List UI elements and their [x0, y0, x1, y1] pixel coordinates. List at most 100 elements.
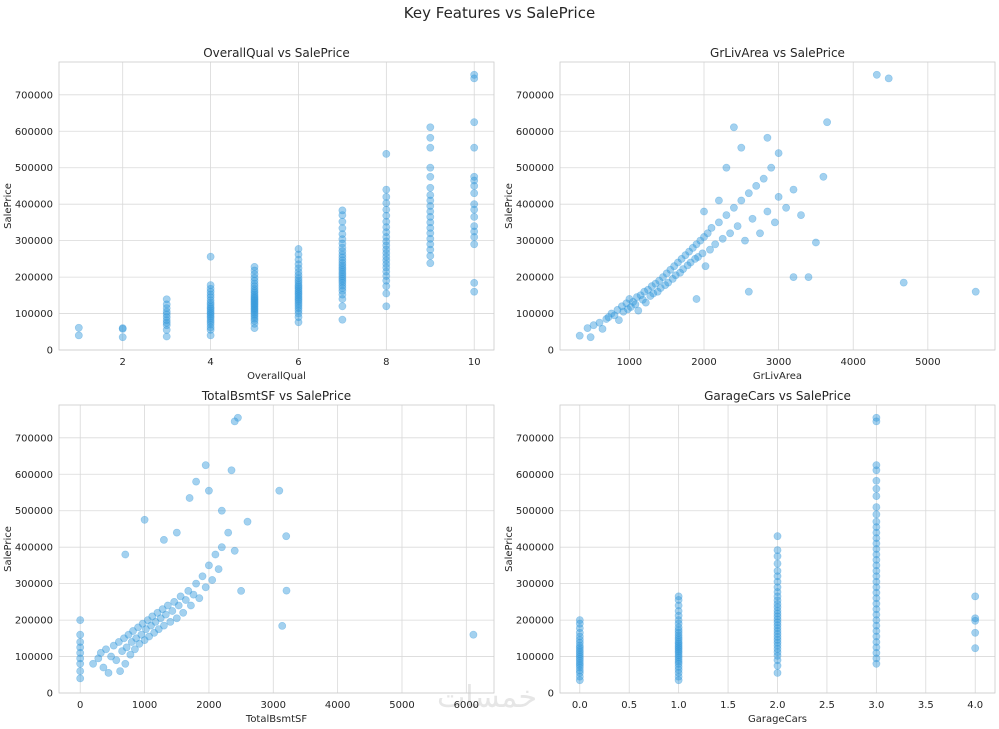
data-point — [206, 296, 215, 304]
data-point — [250, 290, 259, 299]
data-point — [250, 296, 259, 305]
data-point — [224, 528, 233, 537]
data-point — [872, 588, 881, 597]
data-point — [382, 245, 391, 254]
data-point — [773, 600, 782, 608]
data-point — [872, 659, 881, 668]
data-point — [192, 477, 200, 486]
data-point — [294, 309, 303, 318]
plot-frame — [58, 404, 495, 694]
data-point — [89, 659, 97, 668]
subplot-3: 0 100000 200000 300000 400000 500000 600000 700… — [3, 389, 495, 725]
data-point — [127, 638, 136, 646]
data-point — [664, 278, 673, 287]
scatter-points — [575, 413, 980, 685]
y-tick-label: 100000 — [15, 652, 53, 663]
data-point — [575, 628, 584, 637]
data-point — [206, 312, 215, 320]
data-point — [872, 534, 881, 542]
data-point — [773, 630, 782, 638]
data-point — [250, 302, 259, 311]
data-point — [773, 606, 782, 615]
data-point — [656, 284, 665, 292]
data-point — [145, 632, 153, 641]
data-point — [250, 301, 259, 310]
data-point — [701, 262, 710, 271]
data-point — [338, 247, 347, 256]
y-tick-label: 400000 — [15, 200, 53, 211]
data-point — [773, 638, 782, 647]
y-tick-label: 100000 — [516, 309, 554, 320]
data-point — [250, 316, 259, 325]
data-point — [118, 324, 127, 333]
data-point — [250, 293, 259, 302]
data-point — [382, 276, 391, 285]
data-point — [99, 663, 108, 672]
data-point — [615, 316, 623, 324]
data-point — [74, 331, 83, 340]
data-point — [294, 318, 303, 327]
data-point — [692, 295, 701, 303]
data-point — [971, 614, 980, 623]
data-point — [118, 324, 127, 332]
data-point — [382, 205, 391, 214]
data-point — [382, 256, 391, 265]
data-point — [872, 616, 881, 624]
data-point — [382, 199, 391, 207]
data-point — [230, 417, 239, 426]
data-point — [676, 268, 684, 277]
data-point — [649, 289, 658, 298]
data-point — [872, 476, 881, 485]
data-point — [162, 310, 171, 319]
data-point — [872, 649, 881, 657]
data-point — [773, 641, 782, 650]
data-point — [426, 133, 435, 142]
data-point — [674, 619, 683, 628]
x-tick-label: 3000 — [766, 357, 791, 368]
data-point — [470, 181, 479, 190]
data-point — [730, 203, 738, 212]
data-point — [185, 494, 194, 502]
data-point — [294, 276, 303, 285]
data-point — [382, 149, 391, 158]
x-tick-label: 10 — [468, 357, 481, 368]
data-point — [872, 567, 881, 575]
data-point — [120, 634, 128, 643]
x-tick-label: 2 — [120, 357, 126, 368]
data-point — [163, 601, 172, 610]
data-point — [470, 278, 479, 287]
data-point — [170, 598, 179, 606]
data-point — [172, 614, 181, 623]
data-point — [598, 324, 607, 333]
data-point — [382, 260, 391, 268]
data-point — [692, 240, 701, 249]
data-point — [76, 674, 85, 683]
data-point — [168, 607, 177, 615]
data-point — [294, 271, 303, 280]
data-point — [640, 287, 649, 296]
data-point — [74, 323, 83, 332]
y-tick-label: 600000 — [516, 470, 554, 481]
x-tick-label: 0.0 — [572, 700, 588, 711]
data-point — [107, 652, 115, 661]
y-tick-label: 0 — [47, 689, 53, 700]
data-point — [211, 550, 220, 559]
x-tick-label: 5000 — [915, 357, 940, 368]
data-point — [575, 624, 584, 632]
data-point — [691, 254, 699, 263]
data-point — [670, 262, 679, 271]
data-point — [338, 243, 347, 252]
data-point — [206, 290, 215, 299]
data-point — [773, 609, 782, 618]
data-point — [773, 567, 782, 575]
y-axis-label: SalePrice — [3, 183, 14, 229]
data-point — [141, 625, 150, 634]
data-point — [140, 515, 149, 524]
data-point — [250, 299, 259, 308]
data-point — [470, 222, 479, 230]
data-point — [76, 649, 85, 657]
data-point — [872, 643, 881, 652]
data-point — [294, 288, 303, 297]
data-point — [773, 627, 782, 635]
data-point — [662, 269, 671, 278]
